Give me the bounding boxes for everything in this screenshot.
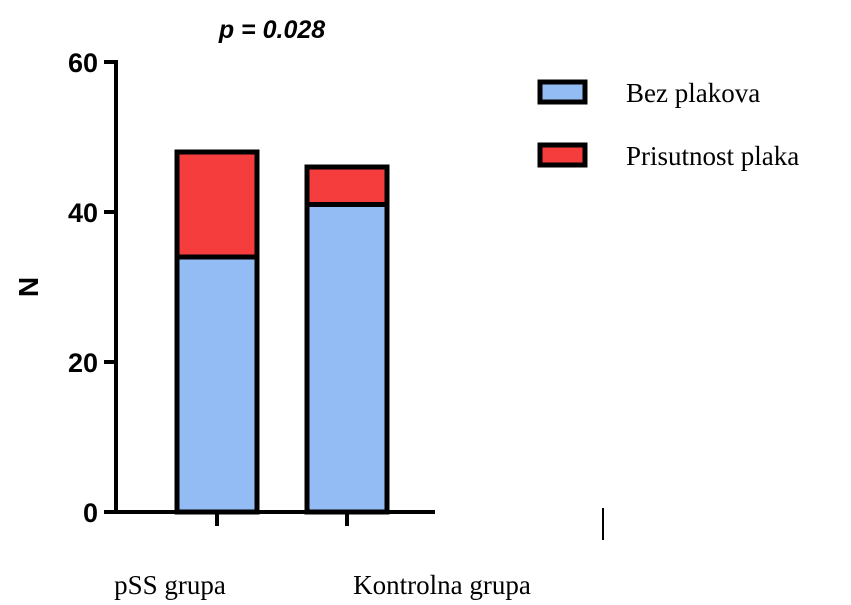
y-axis-label: N bbox=[13, 277, 44, 297]
y-tick-label: 0 bbox=[83, 498, 98, 528]
legend-swatch bbox=[537, 79, 588, 105]
bar-segment-prisutnost-plaka bbox=[304, 164, 390, 207]
y-tick-label: 20 bbox=[68, 348, 98, 378]
x-tick-label: Kontrolna grupa bbox=[353, 570, 531, 600]
y-axis-ticks: 0 20 40 60 bbox=[68, 48, 116, 528]
axes bbox=[114, 60, 435, 514]
legend: Bez plakova Prisutnost plaka bbox=[537, 78, 799, 171]
legend-swatch bbox=[537, 142, 588, 168]
bar-segment-bez-plakova bbox=[304, 202, 390, 515]
bar-segment-bez-plakova bbox=[174, 254, 260, 515]
chart-title: p = 0.028 bbox=[218, 16, 325, 44]
x-tick-label: pSS grupa bbox=[114, 570, 226, 600]
x-axis-ticks: pSS grupa Kontrolna grupa bbox=[114, 512, 531, 600]
bars bbox=[174, 149, 390, 515]
legend-label: Prisutnost plaka bbox=[626, 141, 799, 171]
y-tick-label: 40 bbox=[68, 198, 98, 228]
bar-segment-prisutnost-plaka bbox=[174, 149, 260, 260]
legend-label: Bez plakova bbox=[626, 78, 760, 108]
y-tick-label: 60 bbox=[68, 48, 98, 78]
